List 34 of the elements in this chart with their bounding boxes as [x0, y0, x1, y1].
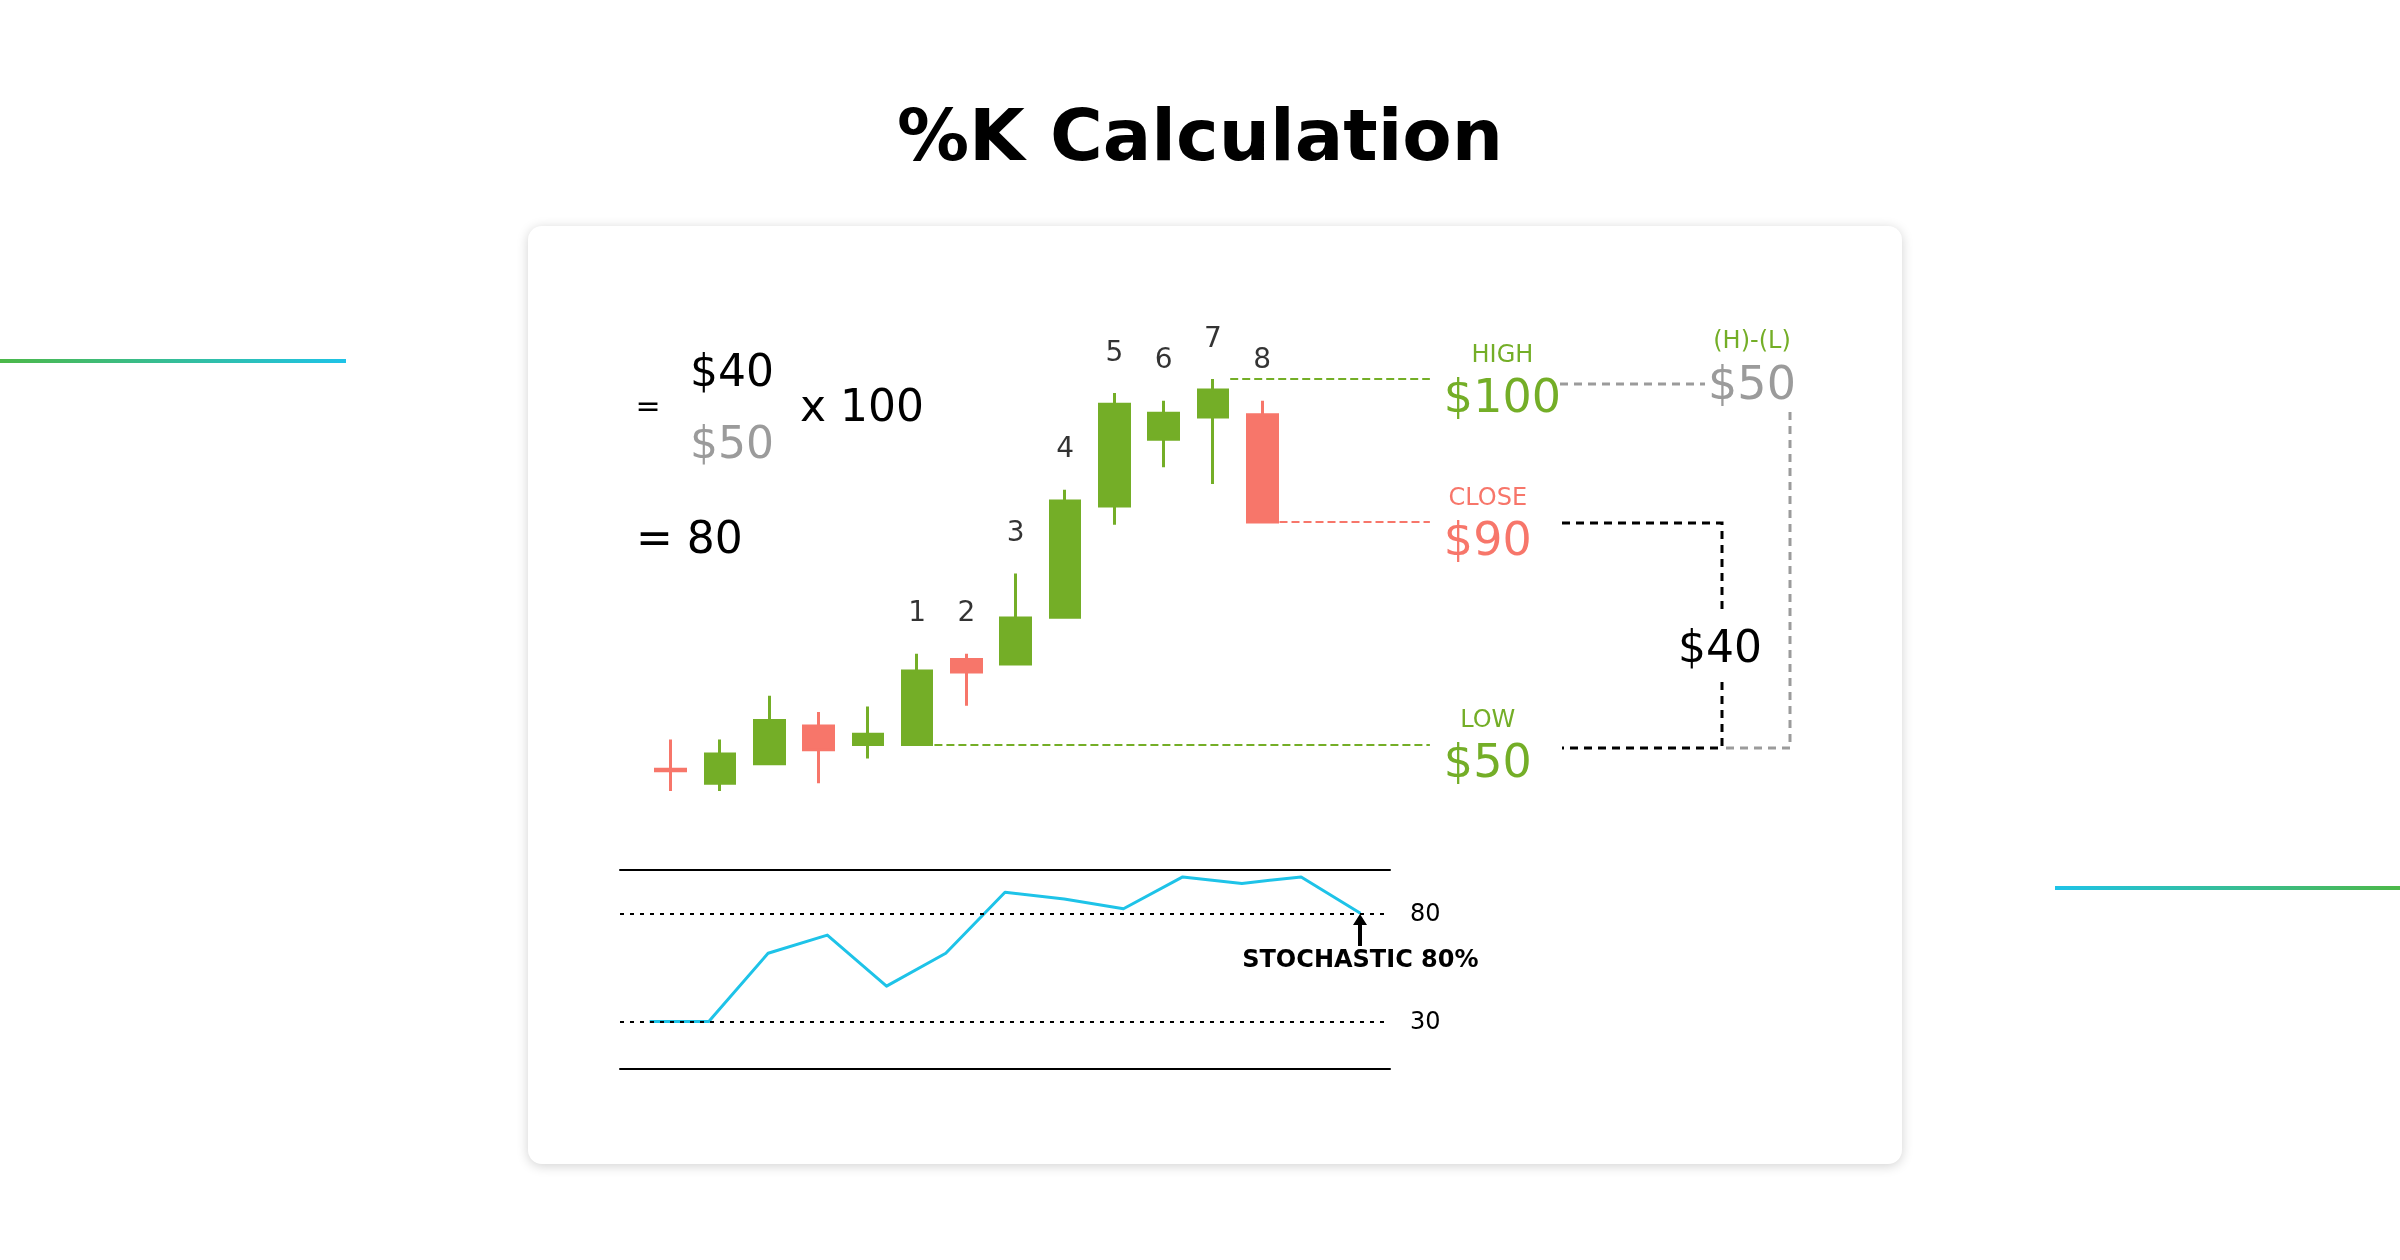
candlestick — [1197, 379, 1229, 485]
chart-title: %K Calculation — [896, 93, 1504, 177]
x-tick-label: 7 — [1204, 320, 1222, 354]
candlestick — [802, 711, 835, 784]
annotation: = 80 — [636, 511, 743, 563]
x-tick-label: 8 — [1253, 342, 1272, 376]
candlestick — [753, 695, 786, 766]
x-tick-label: 2 — [957, 595, 976, 629]
text: $50 — [1708, 356, 1796, 410]
candlestick — [1098, 393, 1131, 525]
ref-line-label: CLOSE $90 — [1443, 482, 1532, 566]
annotation: STOCHASTIC 80% — [1242, 945, 1479, 974]
x-tick-label: 5 — [1105, 334, 1124, 368]
candlestick — [950, 653, 983, 706]
y-tick-label: 30 — [1410, 1007, 1441, 1036]
candlestick — [1049, 489, 1081, 619]
annotation: = — [635, 387, 661, 423]
candlestick — [999, 573, 1032, 666]
x-tick-label: 3 — [1006, 514, 1025, 548]
candlestick — [654, 739, 687, 791]
x-tick-label: 4 — [1056, 431, 1074, 465]
ref-line-label: LOW $50 — [1443, 705, 1532, 789]
text: (H)-(L) — [1713, 326, 1791, 354]
text: $40 — [1678, 620, 1762, 672]
annotation: $50 — [690, 416, 774, 468]
x-tick-label: 6 — [1154, 342, 1173, 376]
annotation: x 100 — [800, 379, 925, 431]
candlestick — [852, 706, 884, 759]
x-tick-label: 1 — [908, 595, 927, 629]
candlestick — [1147, 400, 1180, 468]
candlestick — [704, 739, 736, 791]
y-tick-label: 80 — [1410, 899, 1441, 928]
ref-line-label: HIGH $100 — [1443, 340, 1561, 423]
annotation: $40 — [690, 344, 774, 396]
